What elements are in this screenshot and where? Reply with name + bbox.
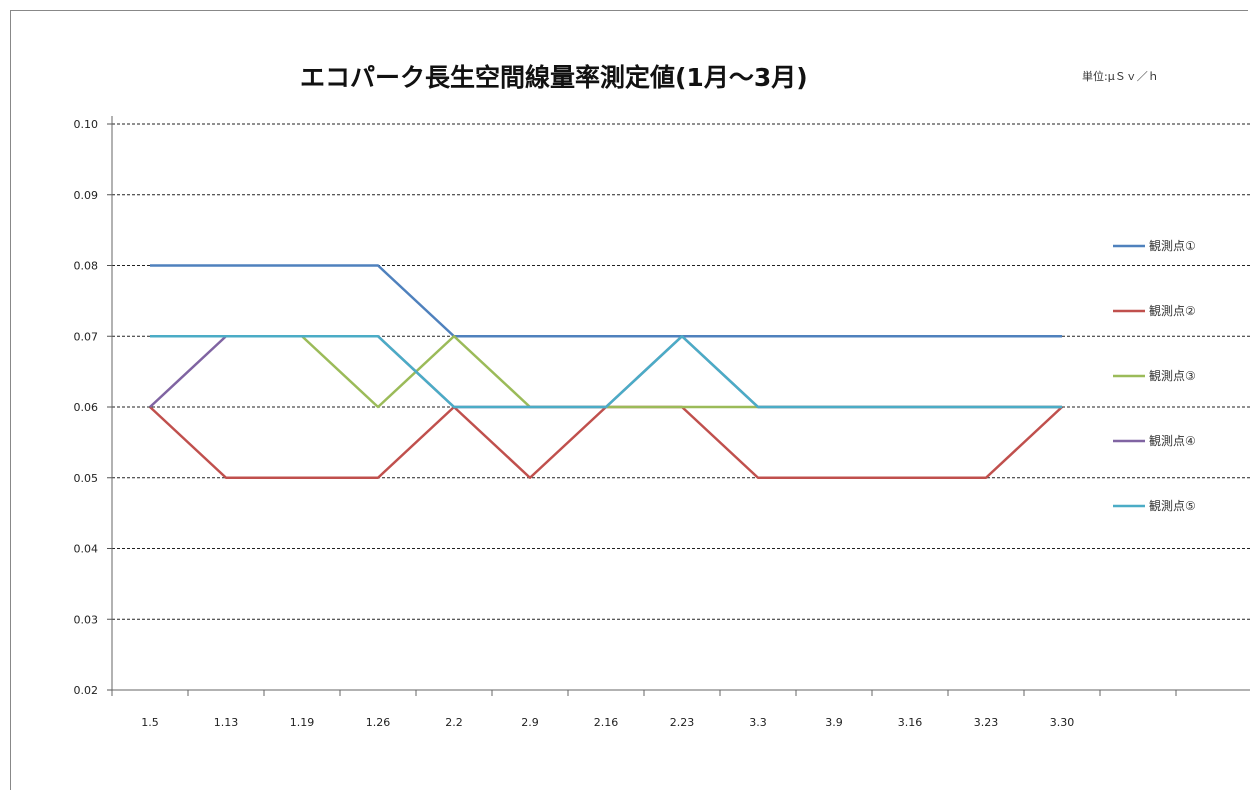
y-tick-label: 0.09 (74, 189, 99, 202)
legend-label-3: 観測点③ (1149, 369, 1196, 383)
x-tick-label: 3.23 (974, 716, 999, 729)
legend-label-2: 観測点② (1149, 304, 1196, 318)
y-tick-label: 0.08 (74, 260, 99, 273)
series-line-1 (150, 264, 1062, 338)
x-tick-label: 1.26 (366, 716, 391, 729)
x-tick-label: 2.16 (594, 716, 619, 729)
chart-frame (10, 10, 1248, 790)
y-tick-label: 0.06 (74, 401, 99, 414)
y-tick-label: 0.10 (74, 118, 99, 131)
legend-label-1: 観測点① (1149, 239, 1196, 253)
x-tick-label: 1.19 (290, 716, 315, 729)
legend-label-5: 観測点⑤ (1149, 499, 1196, 513)
x-tick-label: 1.13 (214, 716, 239, 729)
x-tick-label: 2.23 (670, 716, 695, 729)
chart-title: エコパーク長生空間線量率測定値(1月～3月) (300, 63, 808, 92)
unit-label: 単位:μＳｖ／ｈ (1082, 70, 1159, 83)
y-tick-label: 0.05 (74, 472, 99, 485)
series-line-5 (150, 335, 1062, 409)
x-tick-label: 3.16 (898, 716, 923, 729)
x-tick-label: 1.5 (141, 716, 159, 729)
x-tick-label: 2.2 (445, 716, 463, 729)
legend-label-4: 観測点④ (1149, 434, 1196, 448)
y-tick-label: 0.02 (74, 684, 99, 697)
y-tick-label: 0.04 (74, 543, 99, 556)
x-tick-label: 3.30 (1050, 716, 1075, 729)
series-line-4 (149, 335, 1062, 409)
x-tick-label: 3.3 (749, 716, 767, 729)
series-line-2 (149, 405, 1063, 479)
x-tick-label: 3.9 (825, 716, 843, 729)
y-tick-label: 0.03 (74, 613, 99, 626)
series-line-3 (150, 335, 1062, 409)
x-tick-label: 2.9 (521, 716, 539, 729)
y-tick-label: 0.07 (74, 330, 99, 343)
